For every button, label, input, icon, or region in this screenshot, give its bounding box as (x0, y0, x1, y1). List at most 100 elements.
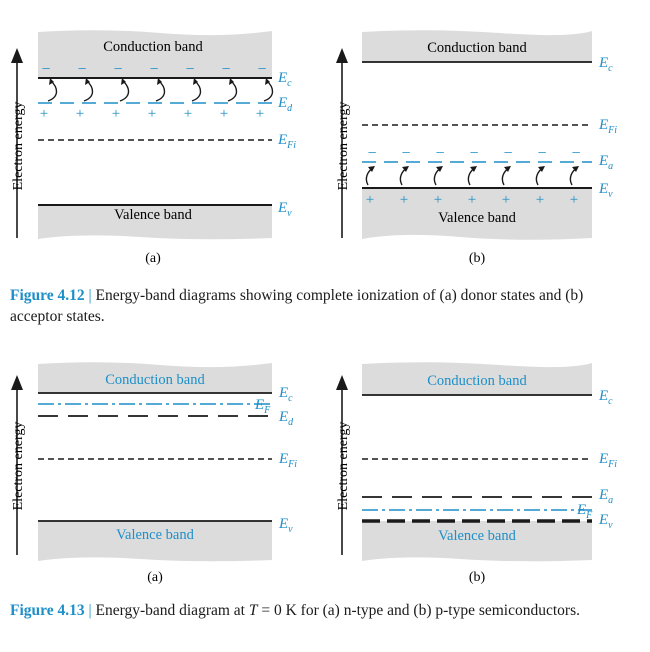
energy-axis: Electron energy (11, 375, 26, 555)
hole-plus-icon: + (570, 192, 578, 208)
panel-4-13b: Conduction band Valence band Ec EFi Ea E… (336, 362, 617, 585)
axis-arrow-icon (11, 48, 23, 63)
ec-label: Ec (598, 55, 613, 74)
donor-plus-icon: + (148, 106, 156, 122)
efi-label: EFi (277, 132, 296, 151)
acceptor-minus-icon: − (571, 145, 580, 162)
caption-text-before: Energy-band diagram at (95, 602, 249, 619)
acceptor-minus-icon: − (401, 145, 410, 162)
panel-label: (b) (469, 570, 486, 585)
valence-band-fill (362, 188, 592, 240)
arrowhead-icon (85, 78, 90, 85)
hole-plus-icon: + (400, 192, 408, 208)
donor-ions: − + − + − + − + − + − + − + (40, 61, 274, 122)
panel-4-12b: Conduction band Valence band − + − + − + − + − + −… (336, 30, 617, 266)
ec-label: Ec (598, 388, 613, 407)
conduction-band-label: Conduction band (427, 373, 527, 389)
electron-minus-icon: − (149, 61, 158, 78)
arrowhead-icon (572, 166, 579, 172)
acceptor-minus-icon: − (503, 145, 512, 162)
electron-minus-icon: − (185, 61, 194, 78)
ec-label: Ec (277, 70, 292, 89)
caption-figure-number: Figure 4.13 (10, 602, 85, 619)
arrowhead-icon (402, 166, 409, 172)
electron-minus-icon: − (113, 61, 122, 78)
axis-label: Electron energy (11, 422, 26, 511)
donor-plus-icon: + (40, 106, 48, 122)
acceptor-minus-icon: − (435, 145, 444, 162)
valence-band-fill (38, 521, 272, 562)
axis-arrow-icon (336, 375, 348, 390)
acceptor-ions: − + − + − + − + − + − + − + (365, 145, 581, 208)
arrowhead-icon (504, 166, 511, 172)
arrowhead-icon (157, 78, 162, 85)
acceptor-minus-icon: − (367, 145, 376, 162)
donor-plus-icon: + (256, 106, 264, 122)
hole-plus-icon: + (434, 192, 442, 208)
ef-label: EF (576, 502, 593, 521)
ed-label: Ed (277, 95, 293, 114)
energy-axis: Electron energy (336, 48, 351, 238)
panel-4-13a: Conduction band Valence band Ec EF Ed EF… (11, 362, 297, 585)
arrowhead-icon (368, 166, 375, 172)
donor-plus-icon: + (76, 106, 84, 122)
electron-minus-icon: − (41, 61, 50, 78)
donor-plus-icon: + (112, 106, 120, 122)
caption-separator: | (84, 602, 96, 619)
conduction-band-label: Conduction band (105, 372, 205, 388)
valence-band-label: Valence band (438, 528, 516, 544)
caption-separator: | (84, 287, 96, 304)
energy-axis: Electron energy (11, 48, 26, 238)
efi-label: EFi (598, 451, 617, 470)
electron-minus-icon: − (77, 61, 86, 78)
ev-label: Ev (598, 181, 613, 200)
electron-minus-icon: − (221, 61, 230, 78)
energy-axis: Electron energy (336, 375, 351, 555)
arrowhead-icon (538, 166, 545, 172)
conduction-band-fill (38, 362, 272, 393)
conduction-band-label: Conduction band (427, 40, 527, 56)
caption-text-after: = 0 K for (a) n-type and (b) p-type semi… (257, 602, 581, 619)
hole-plus-icon: + (502, 192, 510, 208)
panel-4-12a: Conduction band Valence band − + − + − + − + − + −… (11, 30, 296, 266)
axis-label: Electron energy (336, 102, 351, 191)
ed-label: Ed (278, 409, 294, 428)
valence-band-fill (38, 205, 272, 240)
arrowhead-icon (49, 78, 54, 85)
axis-label: Electron energy (11, 102, 26, 191)
caption-text: Energy-band diagrams showing complete io… (10, 287, 584, 325)
valence-band-label: Valence band (114, 207, 192, 223)
donor-plus-icon: + (184, 106, 192, 122)
ev-label: Ev (598, 512, 613, 531)
hole-plus-icon: + (536, 192, 544, 208)
conduction-band-fill (38, 30, 272, 78)
arrowhead-icon (229, 78, 234, 85)
conduction-band-fill (362, 362, 592, 395)
ec-label: Ec (278, 385, 293, 404)
efi-label: EFi (278, 451, 297, 470)
conduction-band-fill (362, 30, 592, 62)
axis-arrow-icon (11, 375, 23, 390)
axis-arrow-icon (336, 48, 348, 63)
ev-label: Ev (277, 200, 292, 219)
efi-label: EFi (598, 117, 617, 136)
conduction-band-label: Conduction band (103, 39, 203, 55)
figure-4-12-caption: Figure 4.12 | Energy-band diagrams showi… (10, 285, 635, 327)
arrowhead-icon (265, 78, 270, 85)
valence-band-label: Valence band (116, 527, 194, 543)
caption-temperature-symbol: T (248, 602, 258, 619)
arrowhead-icon (470, 166, 477, 172)
hole-plus-icon: + (468, 192, 476, 208)
figure-4-13-caption: Figure 4.13 | Energy-band diagram at T =… (10, 600, 635, 621)
panel-label: (a) (145, 251, 161, 266)
valence-band-fill (362, 521, 592, 562)
ef-label: EF (254, 397, 271, 416)
valence-band-label: Valence band (438, 210, 516, 226)
acceptor-minus-icon: − (469, 145, 478, 162)
hole-plus-icon: + (366, 192, 374, 208)
arrowhead-icon (121, 78, 126, 85)
donor-plus-icon: + (220, 106, 228, 122)
axis-label: Electron energy (336, 422, 351, 511)
arrowhead-icon (193, 78, 198, 85)
